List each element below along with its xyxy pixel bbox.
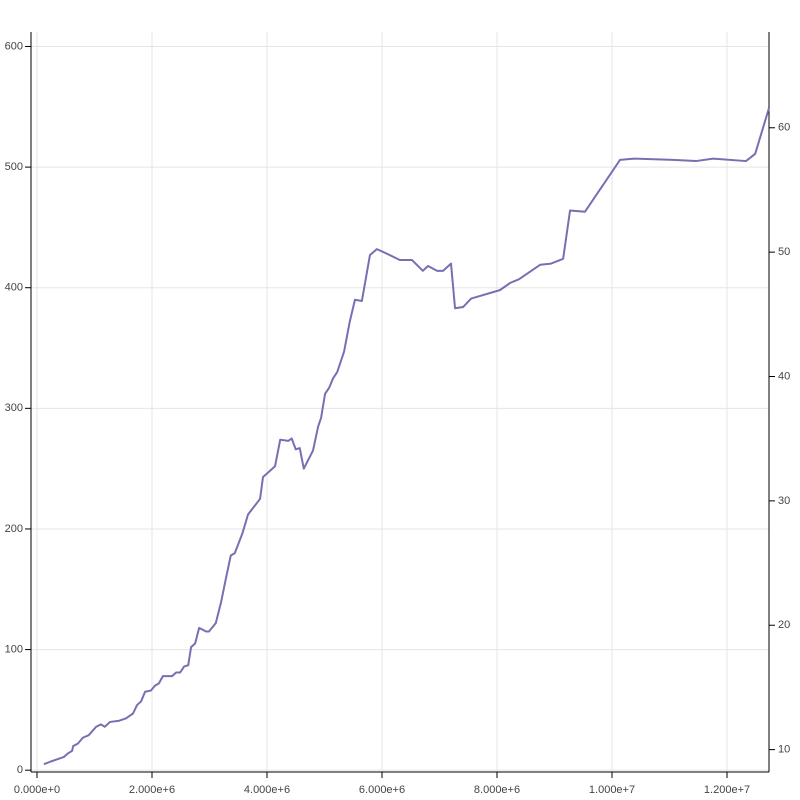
x-tick-label: 8.000e+6 xyxy=(474,784,520,796)
y-tick-label: 400 xyxy=(5,282,23,294)
y-tick-label: 0 xyxy=(17,764,23,776)
y2-tick-label: 60 xyxy=(778,122,790,134)
data-line xyxy=(43,107,770,766)
x-tick-label: 0.000e+0 xyxy=(14,784,60,796)
y-tick-label: 300 xyxy=(5,402,23,414)
y2-tick-label: 50 xyxy=(778,246,790,258)
y-tick-label: 600 xyxy=(5,40,23,52)
y2-tick-label: 30 xyxy=(778,495,790,507)
y2-tick-label: 20 xyxy=(778,619,790,631)
y-tick-label: 200 xyxy=(5,523,23,535)
y2-tick-label: 10 xyxy=(778,744,790,756)
y-tick-label: 500 xyxy=(5,161,23,173)
x-tick-label: 2.000e+6 xyxy=(129,784,175,796)
x-tick-label: 1.000e+7 xyxy=(589,784,635,796)
y-tick-label: 100 xyxy=(5,643,23,655)
x-tick-label: 4.000e+6 xyxy=(244,784,290,796)
x-tick-label: 1.200e+7 xyxy=(704,784,750,796)
x-tick-label: 6.000e+6 xyxy=(359,784,405,796)
y2-tick-label: 40 xyxy=(778,370,790,382)
